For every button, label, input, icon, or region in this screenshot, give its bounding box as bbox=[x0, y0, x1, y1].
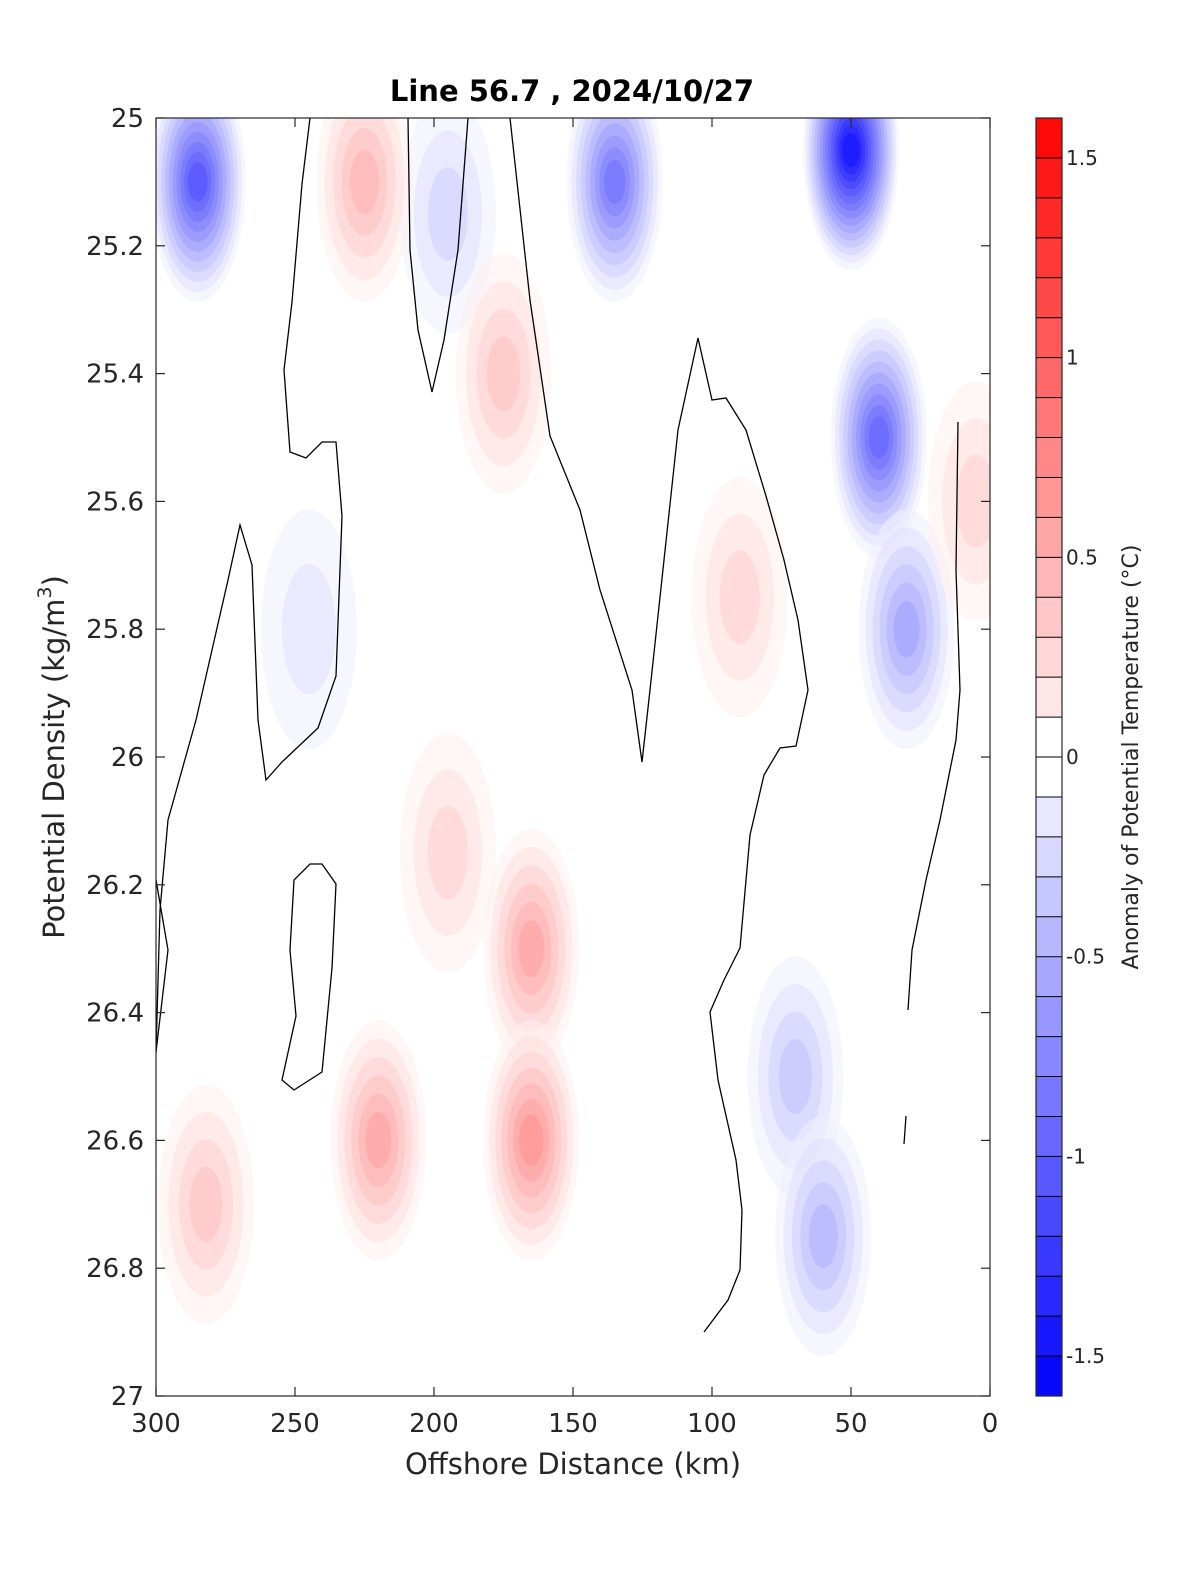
colorbar-tick-label: 1 bbox=[1066, 346, 1079, 370]
anomaly-blob bbox=[519, 1114, 544, 1167]
anomaly-blob bbox=[189, 1166, 223, 1242]
y-axis-label-exponent: 3 bbox=[34, 586, 56, 598]
anomaly-blob bbox=[518, 920, 545, 977]
colorbar-segment bbox=[1036, 796, 1062, 837]
chart-title: Line 56.7 , 2024/10/27 bbox=[390, 74, 754, 108]
zero-contour-line bbox=[903, 1115, 907, 1145]
colorbar-segment bbox=[1036, 637, 1062, 678]
y-tick-label: 26 bbox=[111, 743, 144, 773]
anomaly-blob bbox=[842, 132, 860, 168]
y-tick-label: 25 bbox=[111, 104, 144, 134]
anomaly-blob bbox=[427, 806, 468, 900]
y-tick-label: 25.6 bbox=[86, 487, 144, 517]
colorbar-tick-label: 1.5 bbox=[1066, 146, 1098, 170]
y-tick-label: 26.2 bbox=[86, 871, 144, 901]
colorbar-tick-label: -1.5 bbox=[1066, 1344, 1105, 1368]
zero-contour-line bbox=[907, 421, 961, 1011]
anomaly-blob bbox=[893, 600, 920, 658]
colorbar-tick-label: -0.5 bbox=[1066, 945, 1105, 969]
y-axis-label-close: ) bbox=[37, 575, 71, 586]
colorbar-segment bbox=[1036, 677, 1062, 718]
colorbar-segment bbox=[1036, 1276, 1062, 1317]
colorbar-segment bbox=[1036, 717, 1062, 757]
colorbar-segment bbox=[1036, 1076, 1062, 1117]
colorbar: 1.5 1 0.5 0 -0.5 -1 -1.5 bbox=[1035, 117, 1105, 1397]
x-tick-label: 0 bbox=[982, 1409, 999, 1439]
colorbar-tick-label: 0.5 bbox=[1066, 545, 1098, 569]
anomaly-blob bbox=[956, 454, 990, 549]
x-axis-label: Offshore Distance (km) bbox=[405, 1447, 741, 1481]
x-tick-label: 250 bbox=[270, 1409, 320, 1439]
x-tick-label: 300 bbox=[131, 1409, 181, 1439]
y-tick-label: 26.6 bbox=[86, 1126, 144, 1156]
colorbar-frame bbox=[1035, 117, 1063, 1397]
anomaly-blob bbox=[281, 564, 336, 695]
zero-contour-line bbox=[156, 118, 343, 1053]
y-axis-label: Potential Density (kg/m3) bbox=[34, 575, 71, 939]
colorbar-segment bbox=[1036, 437, 1062, 478]
colorbar-segment bbox=[1036, 1036, 1062, 1077]
anomaly-blob bbox=[365, 1112, 392, 1169]
colorbar-segment bbox=[1036, 118, 1062, 158]
colorbar-segment bbox=[1036, 1156, 1062, 1197]
y-axis: 25 25.2 25.4 25.6 25.8 26 26.2 26.4 26.6 26.8 27 bbox=[86, 104, 990, 1412]
colorbar-segment bbox=[1036, 1236, 1062, 1277]
colorbar-tick-label: -1 bbox=[1066, 1144, 1086, 1168]
x-tick-label: 100 bbox=[687, 1409, 737, 1439]
colorbar-segment bbox=[1036, 1196, 1062, 1237]
colorbar-segment bbox=[1036, 557, 1062, 598]
x-tick-label: 150 bbox=[548, 1409, 598, 1439]
colorbar-segment bbox=[1036, 157, 1062, 198]
colorbar-segment bbox=[1036, 1316, 1062, 1357]
anomaly-blob bbox=[719, 550, 760, 644]
anomaly-blob bbox=[808, 1204, 838, 1269]
colorbar-segment bbox=[1036, 477, 1062, 518]
y-tick-label: 25.2 bbox=[86, 232, 144, 262]
y-axis-label-main: Potential Density (kg/m bbox=[37, 599, 71, 939]
y-tick-label: 26.8 bbox=[86, 1254, 144, 1284]
colorbar-segment bbox=[1036, 876, 1062, 917]
anomaly-blob bbox=[427, 167, 468, 261]
zero-contour-line bbox=[281, 863, 337, 1091]
colorbar-segment bbox=[1036, 1116, 1062, 1157]
colorbar-segment bbox=[1036, 1356, 1062, 1396]
colorbar-segment bbox=[1036, 757, 1062, 797]
zero-contours bbox=[156, 118, 961, 1333]
colorbar-segment bbox=[1036, 956, 1062, 997]
y-tick-label: 25.8 bbox=[86, 615, 144, 645]
zero-contour-line bbox=[407, 118, 469, 393]
y-tick-label: 25.4 bbox=[86, 360, 144, 390]
anomaly-field bbox=[156, 118, 990, 1357]
x-axis: 300 250 200 150 100 50 0 bbox=[131, 118, 998, 1439]
x-tick-label: 200 bbox=[409, 1409, 459, 1439]
anomaly-blob bbox=[604, 159, 626, 205]
colorbar-segment bbox=[1036, 197, 1062, 238]
colorbar-label: Anomaly of Potential Temperature (°C) bbox=[1119, 545, 1144, 970]
zero-contour-line bbox=[509, 118, 809, 1333]
colorbar-segment bbox=[1036, 317, 1062, 358]
colorbar-segment bbox=[1036, 277, 1062, 318]
colorbar-segment bbox=[1036, 996, 1062, 1037]
colorbar-segment bbox=[1036, 597, 1062, 638]
x-tick-label: 50 bbox=[834, 1409, 867, 1439]
colorbar-tick-label: 0 bbox=[1066, 745, 1079, 769]
anomaly-blob bbox=[868, 416, 889, 459]
anomaly-blob bbox=[187, 161, 208, 202]
colorbar-segment bbox=[1036, 357, 1062, 398]
colorbar-segment bbox=[1036, 237, 1062, 278]
zero-contour-line bbox=[156, 879, 169, 1053]
anomaly-blob bbox=[350, 149, 379, 214]
anomaly-blob bbox=[487, 336, 520, 412]
y-tick-label: 27 bbox=[111, 1382, 144, 1412]
colorbar-segment bbox=[1036, 836, 1062, 877]
colorbar-segment bbox=[1036, 517, 1062, 558]
colorbar-segment bbox=[1036, 397, 1062, 438]
anomaly-blob bbox=[778, 1039, 812, 1114]
y-tick-label: 26.4 bbox=[86, 999, 144, 1029]
colorbar-segment bbox=[1036, 916, 1062, 957]
